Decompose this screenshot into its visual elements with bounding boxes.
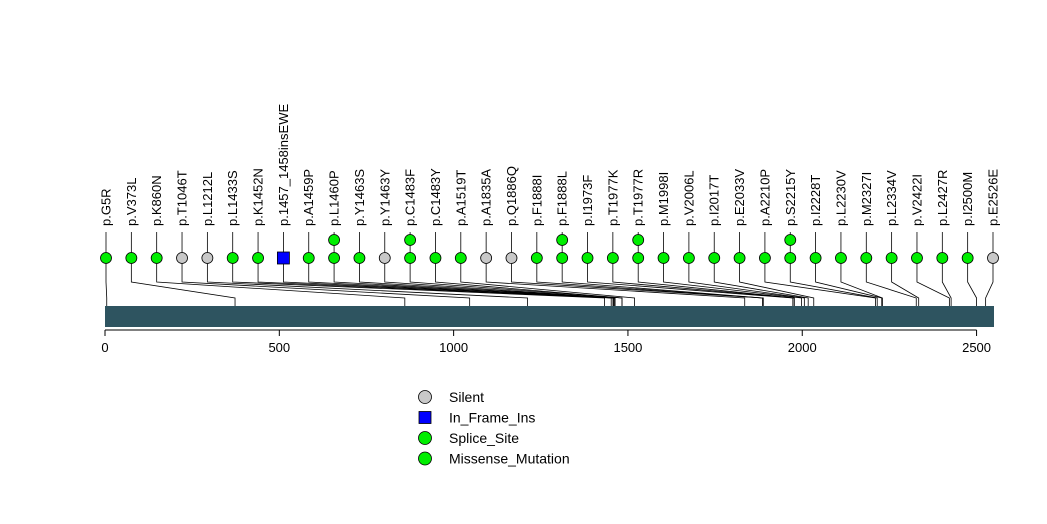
mutation-label: p.E2526E — [986, 169, 1001, 226]
mutation-label: p.C1483Y — [428, 168, 443, 226]
legend-swatch — [418, 390, 432, 404]
mutation-label: p.Q1886Q — [504, 166, 519, 226]
mutation-marker — [150, 252, 163, 264]
mutation-label: p.G5R — [99, 188, 114, 226]
legend-swatch — [418, 431, 432, 445]
mutation-label: p.I1973F — [580, 175, 595, 226]
mutation-marker — [302, 252, 315, 264]
mutation-label: p.M1998I — [656, 172, 671, 226]
mutation-label: p.A1519T — [453, 170, 468, 226]
mutation-label: p.L2427R — [935, 170, 950, 226]
mutation-marker — [606, 252, 619, 264]
mutation-marker — [632, 252, 645, 264]
mutation-label: p.L2334V — [884, 170, 899, 226]
mutation-label: p.A1835A — [479, 169, 494, 226]
mutation-label: p.V2006L — [681, 170, 696, 226]
mutation-marker — [530, 252, 543, 264]
protein-bar — [105, 306, 994, 327]
x-tick-label: 2000 — [788, 340, 817, 355]
mutation-label: p.T1977K — [605, 169, 620, 226]
mutation-marker — [276, 251, 290, 265]
mutation-marker — [556, 234, 569, 246]
mutation-label: p.M2327I — [859, 172, 874, 226]
mutation-label: p.L2230V — [833, 170, 848, 226]
mutation-marker — [733, 252, 746, 264]
mutation-marker — [429, 252, 442, 264]
legend: Silent In_Frame_Ins Splice_Site Missense_Mu… — [418, 389, 570, 467]
legend-label: Missense_Mutation — [449, 451, 570, 467]
mutation-label: p.T1046T — [175, 170, 190, 226]
mutation-marker — [860, 252, 873, 264]
x-tick-label: 1500 — [613, 340, 642, 355]
mutation-label: p.A2210P — [757, 169, 772, 226]
legend-label: In_Frame_Ins — [449, 410, 535, 426]
x-tick-label: 0 — [101, 340, 108, 355]
legend-label: Splice_Site — [449, 430, 519, 446]
mutation-label: p.F1888I — [529, 175, 544, 226]
mutation-marker — [708, 252, 721, 264]
x-tick-label: 1000 — [439, 340, 468, 355]
mutation-label: p.I2017T — [707, 175, 722, 226]
x-axis: 0 500 1000 1500 2000 2500 — [101, 329, 991, 355]
mutation-marker — [784, 234, 797, 246]
mutation-marker — [784, 252, 797, 264]
mutation-marker — [987, 252, 999, 264]
mutation-label: p.Y1463S — [352, 169, 367, 226]
mutation-label: p.I2500M — [960, 172, 975, 226]
mutation-marker — [936, 252, 949, 264]
mutation-label: p.Y1463Y — [377, 169, 392, 226]
mutation-marker — [125, 252, 138, 264]
mutation-marker — [201, 252, 214, 264]
mutation-marker — [835, 252, 847, 264]
mutation-markers — [100, 234, 999, 265]
legend-swatch — [418, 411, 432, 424]
mutation-marker — [581, 252, 594, 264]
mutation-marker — [454, 252, 467, 264]
mutation-marker — [556, 252, 569, 264]
mutation-marker — [404, 252, 417, 264]
mutation-label: p.V2422I — [909, 174, 924, 226]
x-tick-label: 500 — [268, 340, 290, 355]
mutation-marker — [328, 234, 340, 246]
mutation-label: p.L1433S — [225, 170, 240, 226]
mutation-marker — [505, 252, 518, 264]
mutation-marker — [226, 252, 239, 264]
mutation-label: p.I2228T — [808, 175, 823, 226]
mutation-marker — [809, 252, 822, 264]
mutation-marker — [632, 234, 645, 246]
x-tick-label: 2500 — [962, 340, 991, 355]
legend-label: Silent — [449, 389, 484, 405]
mutation-label: p.T1977R — [631, 169, 646, 226]
mutation-label: p.A1459P — [301, 169, 316, 226]
mutation-label: p.L1460P — [327, 170, 342, 226]
mutation-marker — [682, 252, 695, 264]
mutation-marker — [961, 252, 974, 264]
mutation-marker — [100, 252, 112, 264]
mutation-marker — [911, 252, 923, 264]
mutation-label: p.V373L — [124, 178, 139, 226]
mutation-marker — [759, 252, 771, 264]
mutation-label: p.S2215Y — [783, 169, 798, 226]
mutation-labels: p.G5R p.V373L p.K860N p.T1046T p.L1212L p.L14… — [99, 104, 1001, 253]
mutation-marker — [252, 252, 264, 264]
mutation-label: p.K860N — [149, 175, 164, 226]
mutation-marker — [176, 252, 188, 264]
mutation-marker — [353, 252, 366, 264]
mutation-marker — [657, 252, 670, 264]
mutation-marker — [328, 252, 340, 264]
mutation-label: p.C1483F — [403, 169, 418, 226]
mutation-marker — [404, 234, 417, 246]
mutation-marker — [480, 252, 493, 264]
mutation-label: p.1457_1458insEWE — [276, 104, 291, 226]
mutation-marker — [885, 252, 898, 264]
mutation-label: p.K1452N — [251, 168, 266, 226]
mutation-label: p.L1212L — [200, 172, 215, 226]
mutation-label: p.F1888L — [555, 171, 570, 226]
mutation-marker — [378, 252, 391, 264]
mutation-label: p.E2033V — [732, 169, 747, 226]
legend-swatch — [418, 451, 432, 466]
